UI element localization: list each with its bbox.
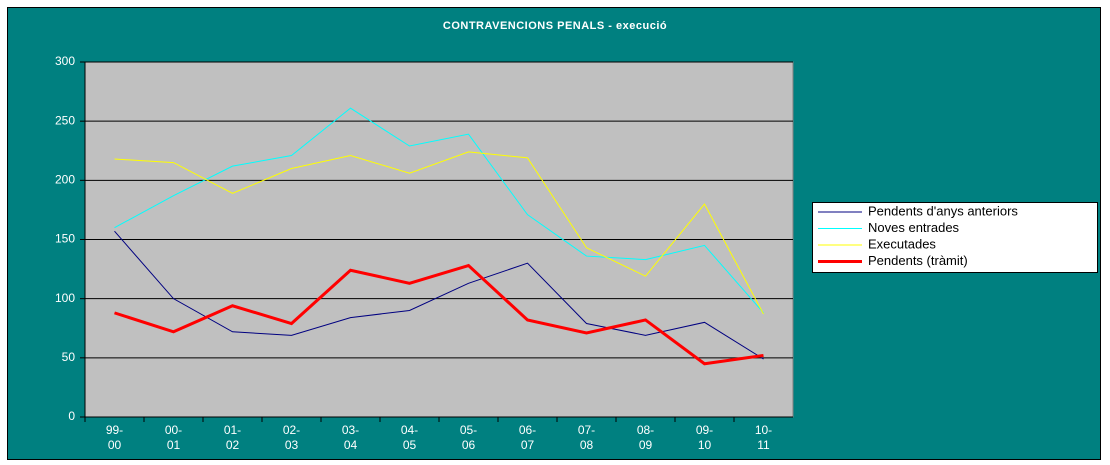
- series-line: [114, 263, 764, 366]
- x-tick-label: 07-08: [578, 423, 595, 452]
- legend-label: Noves entrades: [868, 220, 960, 235]
- y-tick-label: 300: [55, 54, 75, 68]
- x-tick-label: 01-02: [224, 423, 241, 452]
- y-tick-label: 250: [55, 113, 75, 127]
- x-tick-label: 00-01: [165, 423, 182, 452]
- y-tick-label: 50: [62, 350, 76, 364]
- x-tick-label: 99-00: [106, 423, 123, 452]
- x-tick-label: 05-06: [460, 423, 477, 452]
- series-line: [114, 151, 764, 315]
- y-tick-label: 0: [68, 409, 75, 423]
- series-line: [114, 230, 764, 360]
- y-tick-label: 100: [55, 291, 75, 305]
- x-tick-label: 10-11: [755, 423, 772, 452]
- chart-title: CONTRAVENCIONS PENALS - execució: [443, 20, 667, 32]
- x-tick-label: 09-10: [696, 423, 713, 452]
- x-tick-label: 08-09: [637, 423, 654, 452]
- x-tick-label: 04-05: [401, 423, 418, 452]
- legend-label: Pendents (tràmit): [868, 253, 968, 268]
- series-line: [114, 107, 764, 314]
- x-tick-label: 02-03: [283, 423, 300, 452]
- legend-label: Executades: [868, 236, 936, 251]
- y-tick-label: 150: [55, 232, 75, 246]
- x-tick-label: 03-04: [342, 423, 359, 452]
- legend-label: Pendents d'anys anteriors: [868, 203, 1018, 218]
- y-tick-label: 200: [55, 173, 75, 187]
- legend: Pendents d'anys anteriors Noves entradesE…: [812, 202, 1098, 273]
- x-tick-label: 06-07: [519, 423, 536, 452]
